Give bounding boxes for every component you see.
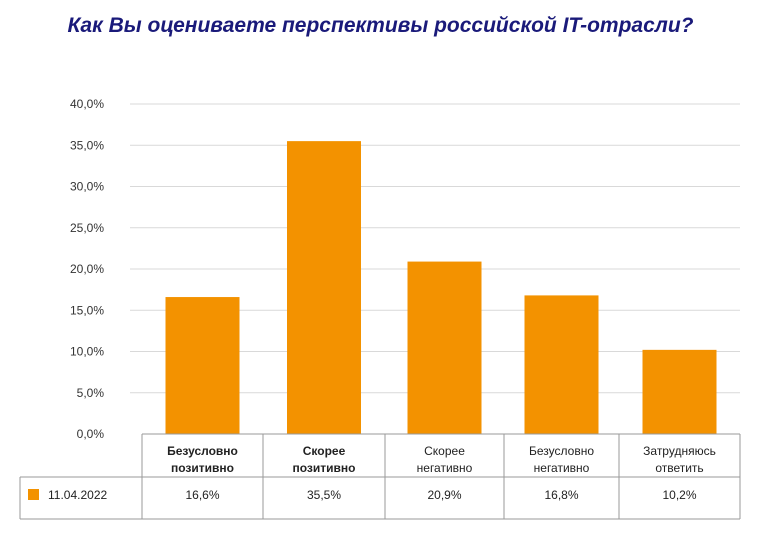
data-label: 20,9% [427, 488, 461, 502]
bar [165, 297, 240, 434]
category-label: Безусловно [167, 444, 238, 458]
y-tick-label: 0,0% [77, 427, 105, 441]
bar [407, 261, 482, 434]
y-tick-label: 25,0% [70, 221, 104, 235]
y-tick-label: 40,0% [70, 97, 104, 111]
category-label: Безусловно [529, 444, 594, 458]
chart-title: Как Вы оцениваете перспективы российской… [67, 14, 694, 37]
bar [287, 141, 361, 434]
category-label: негативно [534, 461, 590, 475]
bar [524, 295, 599, 434]
category-label: позитивно [171, 461, 234, 475]
y-tick-label: 5,0% [77, 386, 105, 400]
legend-label: 11.04.2022 [48, 488, 107, 502]
data-label: 16,6% [185, 488, 219, 502]
category-label: негативно [417, 461, 473, 475]
y-tick-label: 30,0% [70, 180, 104, 194]
data-label: 35,5% [307, 488, 341, 502]
y-tick-label: 35,0% [70, 138, 104, 152]
category-label: Скорее [424, 444, 465, 458]
y-tick-label: 20,0% [70, 262, 104, 276]
legend-swatch [28, 489, 39, 500]
category-label: Скорее [303, 444, 346, 458]
category-label: позитивно [293, 461, 356, 475]
bar [642, 349, 717, 434]
category-label: Затрудняюсь [643, 444, 716, 458]
data-label: 16,8% [544, 488, 578, 502]
y-tick-label: 15,0% [70, 303, 104, 317]
category-label: ответить [655, 461, 703, 475]
y-tick-label: 10,0% [70, 345, 104, 359]
data-label: 10,2% [662, 488, 696, 502]
